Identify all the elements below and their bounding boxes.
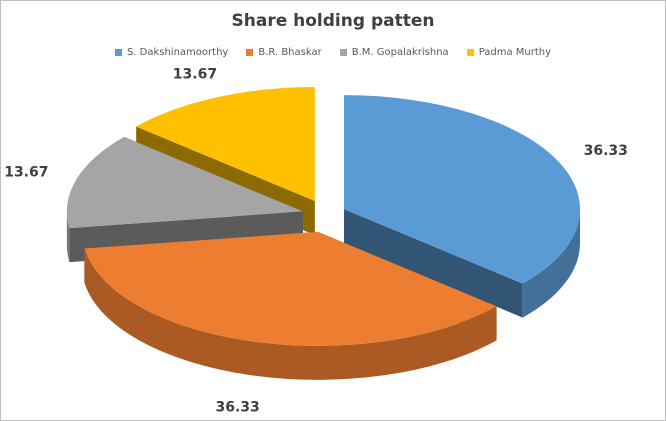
legend-item-bhaskar: B.R. Bhaskar <box>246 47 322 58</box>
data-label-gopalakrishna: 13.67 <box>4 165 48 181</box>
legend-label-bhaskar: B.R. Bhaskar <box>258 47 322 58</box>
chart-title: Share holding patten <box>231 11 435 31</box>
pie-slice-gopalakrishna <box>66 136 303 263</box>
pie-top-gopalakrishna <box>66 136 303 229</box>
pie-wall-dakshinamoorthy-1 <box>344 209 523 318</box>
data-label-bhaskar: 36.33 <box>215 399 259 415</box>
legend-swatch-dakshinamoorthy <box>114 49 122 56</box>
pie-slice-bhaskar <box>84 231 497 380</box>
legend-item-dakshinamoorthy: S. Dakshinamoorthy <box>114 47 229 58</box>
data-label-padma: 13.67 <box>173 67 217 83</box>
pie-rim-gopalakrishna-0 <box>66 211 70 263</box>
pie-top-padma <box>136 86 315 201</box>
legend-item-padma: Padma Murthy <box>466 47 552 58</box>
pie-slice-dakshinamoorthy <box>344 95 581 318</box>
legend-swatch-bhaskar <box>246 49 254 56</box>
legend: S. Dakshinamoorthy B.R. Bhaskar B.M. Gop… <box>1 47 665 58</box>
legend-label-dakshinamoorthy: S. Dakshinamoorthy <box>126 47 229 58</box>
legend-swatch-gopalakrishna <box>339 49 347 56</box>
legend-swatch-padma <box>466 49 474 56</box>
pie-rim-bhaskar-0 <box>84 248 497 380</box>
legend-item-gopalakrishna: B.M. Gopalakrishna <box>339 47 449 58</box>
pie-top-bhaskar <box>84 231 497 346</box>
data-label-dakshinamoorthy: 36.33 <box>584 143 628 159</box>
pie-top-dakshinamoorthy <box>344 95 581 284</box>
legend-label-padma: Padma Murthy <box>478 47 552 58</box>
pie-rim-dakshinamoorthy-0 <box>522 209 581 318</box>
legend-label-gopalakrishna: B.M. Gopalakrishna <box>351 47 449 58</box>
